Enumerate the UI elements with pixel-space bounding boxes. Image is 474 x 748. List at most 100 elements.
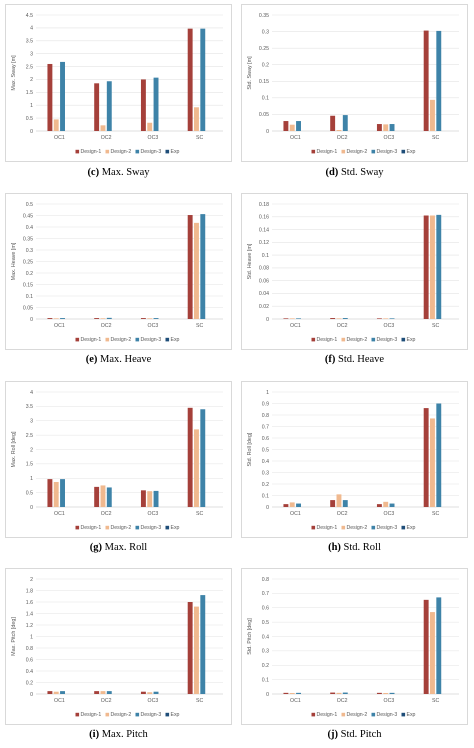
x-tick-label: OC1 — [290, 698, 301, 704]
x-tick-label: SC — [196, 511, 203, 517]
legend-swatch-exp — [165, 525, 170, 530]
chart-frame: 0 0.2 0.4 0.6 0.8 1 1.2 1.4 1.6 1.8 2 Max. Pitch [d… — [5, 568, 232, 725]
bar-design-1-oc2 — [94, 486, 100, 507]
bar-design-1-oc2 — [330, 692, 336, 694]
y-tick-label: 0.6 — [26, 657, 33, 663]
legend-label-exp: Exp — [407, 337, 416, 343]
legend-label-exp: Exp — [171, 525, 180, 531]
y-tick-label: 0.9 — [262, 401, 269, 407]
y-tick-label: 0 — [30, 692, 33, 698]
bar-design-2-oc2 — [336, 494, 342, 507]
legend-swatch-design-2 — [105, 525, 110, 530]
bar-design-2-oc1 — [289, 318, 295, 319]
bar-design-1-oc3 — [140, 79, 146, 131]
bar-design-1-oc2 — [94, 691, 100, 694]
bar-design-1-oc2 — [330, 115, 336, 131]
bar-design-3-oc1 — [60, 479, 65, 507]
bar-design-3-sc — [436, 597, 442, 694]
y-tick-label: 0.1 — [262, 677, 269, 683]
y-tick-label: 0.5 — [26, 490, 33, 496]
y-tick-label: 0.4 — [26, 225, 33, 231]
legend-label-design-1: Design-1 — [317, 525, 338, 531]
x-tick-label: OC1 — [54, 511, 65, 517]
y-tick-label: 0.5 — [26, 202, 33, 208]
y-tick-label: 4.5 — [26, 13, 33, 19]
y-tick-label: 0 — [266, 505, 269, 511]
bar-design-2-sc — [194, 222, 199, 319]
y-tick-label: 0.35 — [23, 236, 33, 242]
y-tick-label: 0.3 — [262, 649, 269, 655]
bar-design-1-oc2 — [330, 318, 336, 319]
y-tick-label: 0.02 — [259, 304, 269, 310]
bar-design-1-oc3 — [140, 490, 146, 507]
legend-swatch-design-2 — [105, 337, 110, 342]
bar-design-3-oc3 — [389, 318, 395, 319]
bar-design-2-sc — [194, 107, 199, 131]
bar-design-1-oc3 — [376, 318, 382, 319]
legend-swatch-design-3 — [371, 525, 376, 530]
y-tick-label: 0.18 — [259, 202, 269, 208]
bar-design-3-sc — [200, 214, 206, 319]
y-tick-label: 0.25 — [259, 46, 269, 52]
x-tick-label: OC1 — [290, 135, 301, 141]
y-tick-label: 0 — [30, 129, 33, 135]
y-tick-label: 0.04 — [259, 291, 269, 297]
x-tick-label: OC1 — [54, 323, 65, 329]
caption-letter: (d) — [325, 167, 339, 178]
legend-swatch-exp — [165, 149, 170, 154]
bar-design-2-oc1 — [289, 124, 295, 131]
chart-svg: 0 0.05 0.1 0.15 0.2 0.25 0.3 0.35 Std. Sway [m] O… — [247, 13, 459, 155]
x-tick-label: SC — [196, 135, 203, 141]
y-axis-label: Std. Pitch [deg] — [247, 618, 253, 655]
bar-design-2-oc3 — [147, 692, 153, 694]
chart-caption: (j) Std. Pitch — [241, 729, 468, 740]
y-tick-label: 2 — [30, 577, 33, 583]
panel-max-sway: 0 0.5 1 1.5 2 2.5 3 3.5 4 4.5 Max. Sway [m] OC1 OC2 O… — [5, 4, 232, 184]
bar-design-3-oc3 — [153, 318, 159, 319]
chart-frame: 0 0.05 0.1 0.15 0.2 0.25 0.3 0.35 Std. Sway [m] O… — [241, 4, 468, 162]
legend-swatch-exp — [401, 337, 406, 342]
bar-design-3-sc — [200, 28, 206, 131]
legend-label-design-3: Design-3 — [141, 337, 162, 343]
chart-caption: (g) Max. Roll — [5, 542, 232, 553]
bar-design-1-sc — [187, 602, 193, 694]
caption-letter: (e) — [85, 354, 98, 365]
y-tick-label: 0.5 — [262, 620, 269, 626]
caption-letter: (j) — [327, 729, 339, 740]
y-tick-label: 0 — [266, 129, 269, 135]
legend-label-exp: Exp — [407, 712, 416, 718]
legend-label-design-2: Design-2 — [347, 337, 368, 343]
bar-design-3-oc3 — [389, 124, 395, 131]
x-tick-label: OC1 — [54, 698, 65, 704]
x-tick-label: OC3 — [384, 135, 395, 141]
bar-design-1-oc3 — [376, 692, 382, 694]
y-tick-label: 1 — [30, 476, 33, 482]
y-tick-label: 0.6 — [262, 606, 269, 612]
y-tick-label: 0.8 — [26, 646, 33, 652]
legend-label-design-2: Design-2 — [111, 149, 132, 155]
x-tick-label: OC3 — [384, 698, 395, 704]
bar-design-2-sc — [430, 215, 435, 319]
legend-label-design-3: Design-3 — [377, 712, 398, 718]
bar-design-2-oc2 — [100, 125, 106, 131]
chart-svg: 0 0.2 0.4 0.6 0.8 1 1.2 1.4 1.6 1.8 2 Max. Pitch [d… — [11, 577, 223, 718]
bar-design-1-oc2 — [94, 83, 100, 131]
bar-design-2-oc3 — [383, 692, 389, 694]
y-tick-label: 0.15 — [23, 282, 33, 288]
bar-design-3-sc — [200, 595, 206, 694]
bar-design-2-sc — [430, 99, 435, 131]
x-tick-label: OC2 — [101, 323, 112, 329]
y-tick-label: 0.16 — [259, 215, 269, 221]
x-tick-label: OC2 — [101, 511, 112, 517]
bar-design-2-oc3 — [383, 318, 389, 319]
x-tick-label: OC1 — [54, 135, 65, 141]
y-tick-label: 0.15 — [259, 79, 269, 85]
bar-design-2-oc3 — [147, 122, 153, 131]
bar-design-3-oc1 — [60, 318, 65, 319]
y-tick-label: 0.2 — [26, 271, 33, 277]
x-tick-label: SC — [196, 323, 203, 329]
bar-design-1-sc — [187, 28, 193, 131]
y-tick-label: 1.6 — [26, 600, 33, 606]
bar-design-3-sc — [436, 403, 442, 507]
chart-svg: 0 0.02 0.04 0.06 0.08 0.1 0.12 0.14 0.16 0.18 Std.… — [247, 202, 459, 343]
